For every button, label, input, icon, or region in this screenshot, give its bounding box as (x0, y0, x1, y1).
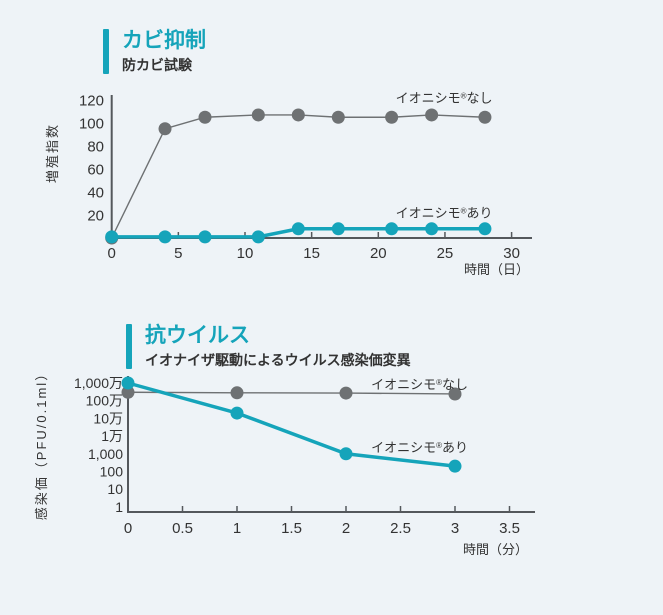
data-point (331, 110, 345, 124)
y-tick-label: 80 (87, 139, 104, 156)
y-tick-label: 1,000 (88, 446, 123, 462)
y-tick-label: 1 (115, 499, 123, 515)
x-axis-label: 時間（日） (464, 262, 529, 277)
mold-chart-subtitle: 防カビ試験 (122, 57, 192, 73)
x-tick-label: 3 (451, 520, 459, 537)
y-tick-label: 100 (79, 116, 104, 133)
series-label: イオニシモ®あり (371, 440, 468, 455)
y-tick-label: 120 (79, 93, 104, 110)
x-tick-label: 30 (503, 245, 520, 262)
mold-chart-title: カビ抑制 (122, 29, 206, 52)
y-axis-label: 感染価（PFU/0.1ml） (34, 370, 49, 520)
mold-chart-header: カビ抑制 防カビ試験 (103, 29, 206, 74)
data-point (425, 108, 439, 122)
y-tick-label: 1,000万 (74, 375, 123, 391)
x-tick-label: 5 (174, 245, 182, 262)
data-point (385, 222, 399, 236)
accent-bar (103, 29, 109, 74)
data-point (339, 386, 353, 400)
series-label: イオニシモ®あり (396, 205, 493, 220)
data-point (448, 387, 462, 401)
y-tick-label: 1万 (101, 428, 123, 444)
data-point (478, 222, 492, 236)
series-line-with-ionisimo (127, 381, 456, 468)
axis-lines (127, 376, 535, 513)
data-point (198, 110, 212, 124)
y-tick-label: 10万 (93, 410, 123, 426)
anti-virus-chart: 0 0.5 1 1.5 2 2.5 3 3.5 1 10 100 1,000 1万 10万 100万 1,00… (30, 366, 563, 573)
x-axis-label: 時間（分） (463, 542, 528, 557)
data-point (331, 222, 345, 236)
x-tick-label: 2 (342, 520, 350, 537)
x-tick-label: 20 (370, 245, 387, 262)
x-tick-label: 10 (237, 245, 254, 262)
data-point (121, 376, 135, 390)
data-point (158, 122, 172, 136)
data-point (230, 406, 244, 420)
x-tick-label: 1 (233, 520, 241, 537)
x-tick-label: 0.5 (172, 520, 193, 537)
y-tick-label: 20 (87, 208, 104, 225)
data-point (291, 108, 305, 122)
y-tick-label: 60 (87, 162, 104, 179)
series-line-without-ionisimo (127, 391, 456, 395)
mold-suppression-chart: 0 5 10 15 20 25 30 20 40 60 80 100 120 時間（日） 増殖指数 イオニシモ… (40, 80, 570, 290)
y-tick-label: 10 (107, 481, 123, 497)
data-point (291, 222, 305, 236)
x-tick-label: 15 (303, 245, 320, 262)
y-tick-label: 100 (100, 464, 124, 480)
mold-suppression-canvas: 0 5 10 15 20 25 3020406080100120時間（日）増殖指数イオニシモ… (45, 90, 532, 277)
data-point (198, 230, 212, 244)
data-point (339, 447, 353, 461)
y-axis-label: 増殖指数 (45, 123, 60, 183)
data-point (448, 459, 462, 473)
series-label: イオニシモ®なし (396, 90, 493, 105)
virus-chart-subtitle: イオナイザ駆動によるウイルス感染価変異 (145, 352, 411, 368)
data-point (121, 385, 135, 399)
data-point (251, 230, 265, 244)
y-tick-label: 40 (87, 185, 104, 202)
x-tick-label: 1.5 (281, 520, 302, 537)
x-tick-label: 25 (437, 245, 454, 262)
data-point (158, 230, 172, 244)
virus-chart-header: 抗ウイルス イオナイザ駆動によるウイルス感染価変異 (126, 324, 411, 369)
data-point (385, 110, 399, 124)
data-point (478, 110, 492, 124)
y-tick-label: 100万 (86, 393, 123, 409)
x-tick-label: 0 (124, 520, 132, 537)
virus-chart-title: 抗ウイルス (145, 324, 250, 347)
series-label: イオニシモ®なし (371, 377, 468, 392)
data-point (105, 230, 119, 244)
x-tick-label: 2.5 (390, 520, 411, 537)
accent-bar (126, 324, 132, 369)
data-point (251, 108, 265, 122)
data-point (230, 386, 244, 400)
data-point (425, 222, 439, 236)
x-tick-label: 0 (108, 245, 116, 262)
x-tick-label: 3.5 (499, 520, 520, 537)
